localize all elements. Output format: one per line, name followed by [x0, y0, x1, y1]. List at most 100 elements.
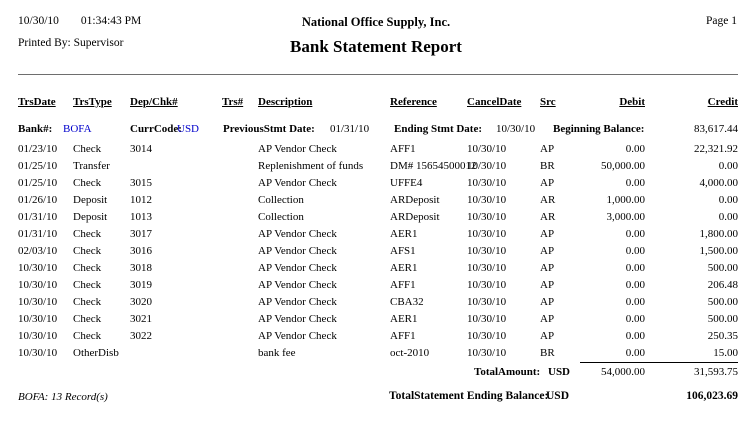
record-count: BOFA: 13 Record(s)	[18, 391, 108, 403]
cell-depchk	[130, 158, 222, 175]
cell-canceldate: 10/30/10	[467, 143, 507, 155]
cell-trstype: Check	[73, 228, 102, 240]
bank-number-label: Bank#:	[18, 123, 53, 135]
cell-canceldate: 10/30/10	[467, 194, 507, 206]
table-row: 10/30/10 Check 3021 AP Vendor Check AER1…	[18, 311, 738, 328]
cell-trstype: Deposit	[73, 194, 108, 206]
cell-description: AP Vendor Check	[258, 228, 337, 240]
col-description: Description	[258, 96, 313, 108]
cell-credit: 0.00	[718, 194, 738, 206]
col-depchk: Dep/Chk#	[130, 96, 178, 108]
currency-code-link[interactable]: USD	[177, 123, 200, 135]
cell-trstype: Check	[73, 313, 102, 325]
table-row: 10/30/10 Check 3018 AP Vendor Check AER1…	[18, 260, 738, 277]
total-amount-label: TotalAmount:	[474, 365, 541, 378]
previous-stmt-date-label: PreviousStmt Date:	[223, 123, 315, 135]
bank-number-link[interactable]: BOFA	[63, 123, 92, 135]
cell-canceldate: 10/30/10	[467, 160, 507, 172]
ending-balance-value: 106,023.69	[686, 390, 738, 402]
cell-depchk: 3016	[130, 245, 152, 257]
cell-credit: 1,800.00	[699, 228, 739, 240]
cell-credit: 206.48	[707, 279, 738, 291]
cell-trstype: Check	[73, 279, 102, 291]
col-credit: Credit	[707, 96, 738, 108]
total-debit-value: 54,000.00	[580, 362, 645, 385]
ending-stmt-date-value: 10/30/10	[496, 123, 536, 135]
cell-reference: ARDeposit	[390, 211, 440, 223]
table-row: 01/31/10 Deposit 1013 Collection ARDepos…	[18, 209, 738, 226]
bank-info-row: Bank#: BOFA CurrCode: USD PreviousStmt D…	[18, 121, 738, 141]
cell-description: Collection	[258, 194, 304, 206]
cell-trstype: Check	[73, 262, 102, 274]
cell-src: AP	[540, 330, 555, 342]
cell-trsdate: 02/03/10	[18, 245, 58, 257]
print-time: 01:34:43 PM	[80, 15, 142, 27]
cell-canceldate: 10/30/10	[467, 228, 507, 240]
currency-code-label: CurrCode:	[130, 123, 182, 135]
cell-trsno	[222, 260, 258, 277]
cell-description: AP Vendor Check	[258, 296, 337, 308]
cell-canceldate: 10/30/10	[467, 177, 507, 189]
cell-debit: 50,000.00	[601, 160, 645, 172]
cell-trstype: Check	[73, 296, 102, 308]
cell-debit: 0.00	[625, 262, 645, 274]
cell-depchk	[130, 345, 222, 363]
cell-description: Collection	[258, 211, 304, 223]
cell-depchk: 3014	[130, 143, 152, 155]
cell-description: AP Vendor Check	[258, 177, 337, 189]
cell-canceldate: 10/30/10	[467, 347, 507, 359]
table-row: 10/30/10 Check 3019 AP Vendor Check AFF1…	[18, 277, 738, 294]
cell-trsdate: 01/23/10	[18, 143, 58, 155]
cell-src: BR	[540, 160, 555, 172]
cell-reference: AER1	[390, 313, 418, 325]
cell-src: AP	[540, 177, 555, 189]
cell-trsno	[222, 311, 258, 328]
page-title: Bank Statement Report	[290, 37, 462, 56]
cell-reference: UFFE4	[390, 177, 423, 189]
header-divider	[18, 74, 738, 75]
cell-reference: CBA32	[390, 296, 424, 308]
cell-debit: 0.00	[625, 347, 645, 359]
cell-debit: 0.00	[625, 330, 645, 342]
table-row: 01/31/10 Check 3017 AP Vendor Check AER1…	[18, 226, 738, 243]
col-src: Src	[540, 96, 556, 108]
cell-depchk: 3017	[130, 228, 152, 240]
cell-description: bank fee	[258, 347, 296, 359]
cell-src: AP	[540, 296, 555, 308]
cell-depchk: 3018	[130, 262, 152, 274]
cell-credit: 0.00	[718, 160, 738, 172]
cell-src: BR	[540, 347, 555, 359]
col-trstype: TrsType	[73, 96, 112, 108]
total-amount-row: TotalAmount: USD 54,000.00 31,593.75	[18, 362, 738, 385]
table-row: 01/25/10 Transfer Replenishment of funds…	[18, 158, 738, 175]
cell-trsdate: 01/25/10	[18, 160, 58, 172]
cell-debit: 1,000.00	[606, 194, 646, 206]
cell-depchk: 3021	[130, 313, 152, 325]
cell-debit: 0.00	[625, 177, 645, 189]
cell-trstype: Check	[73, 245, 102, 257]
total-credit-value: 31,593.75	[645, 362, 738, 385]
beginning-balance-label: Beginning Balance:	[553, 123, 645, 135]
cell-src: AP	[540, 245, 555, 257]
cell-trsno	[222, 226, 258, 243]
cell-reference: AFS1	[390, 245, 416, 257]
table-row: 01/25/10 Check 3015 AP Vendor Check UFFE…	[18, 175, 738, 192]
printed-by: Printed By: Supervisor	[18, 37, 124, 49]
col-trsno: Trs#	[222, 96, 244, 108]
total-amount-label-cell: TotalAmount: USD	[18, 363, 580, 385]
cell-trstype: Transfer	[73, 160, 110, 172]
cell-trstype: Check	[73, 177, 102, 189]
cell-trsdate: 10/30/10	[18, 279, 58, 291]
col-canceldate: CancelDate	[467, 96, 522, 108]
ending-balance-currency: USD	[546, 390, 570, 402]
cell-credit: 22,321.92	[694, 143, 738, 155]
cell-debit: 0.00	[625, 296, 645, 308]
cell-description: AP Vendor Check	[258, 330, 337, 342]
cell-canceldate: 10/30/10	[467, 262, 507, 274]
cell-reference: AFF1	[390, 279, 416, 291]
cell-canceldate: 10/30/10	[467, 211, 507, 223]
cell-trsdate: 01/26/10	[18, 194, 58, 206]
cell-credit: 250.35	[707, 330, 738, 342]
col-debit: Debit	[619, 96, 645, 108]
